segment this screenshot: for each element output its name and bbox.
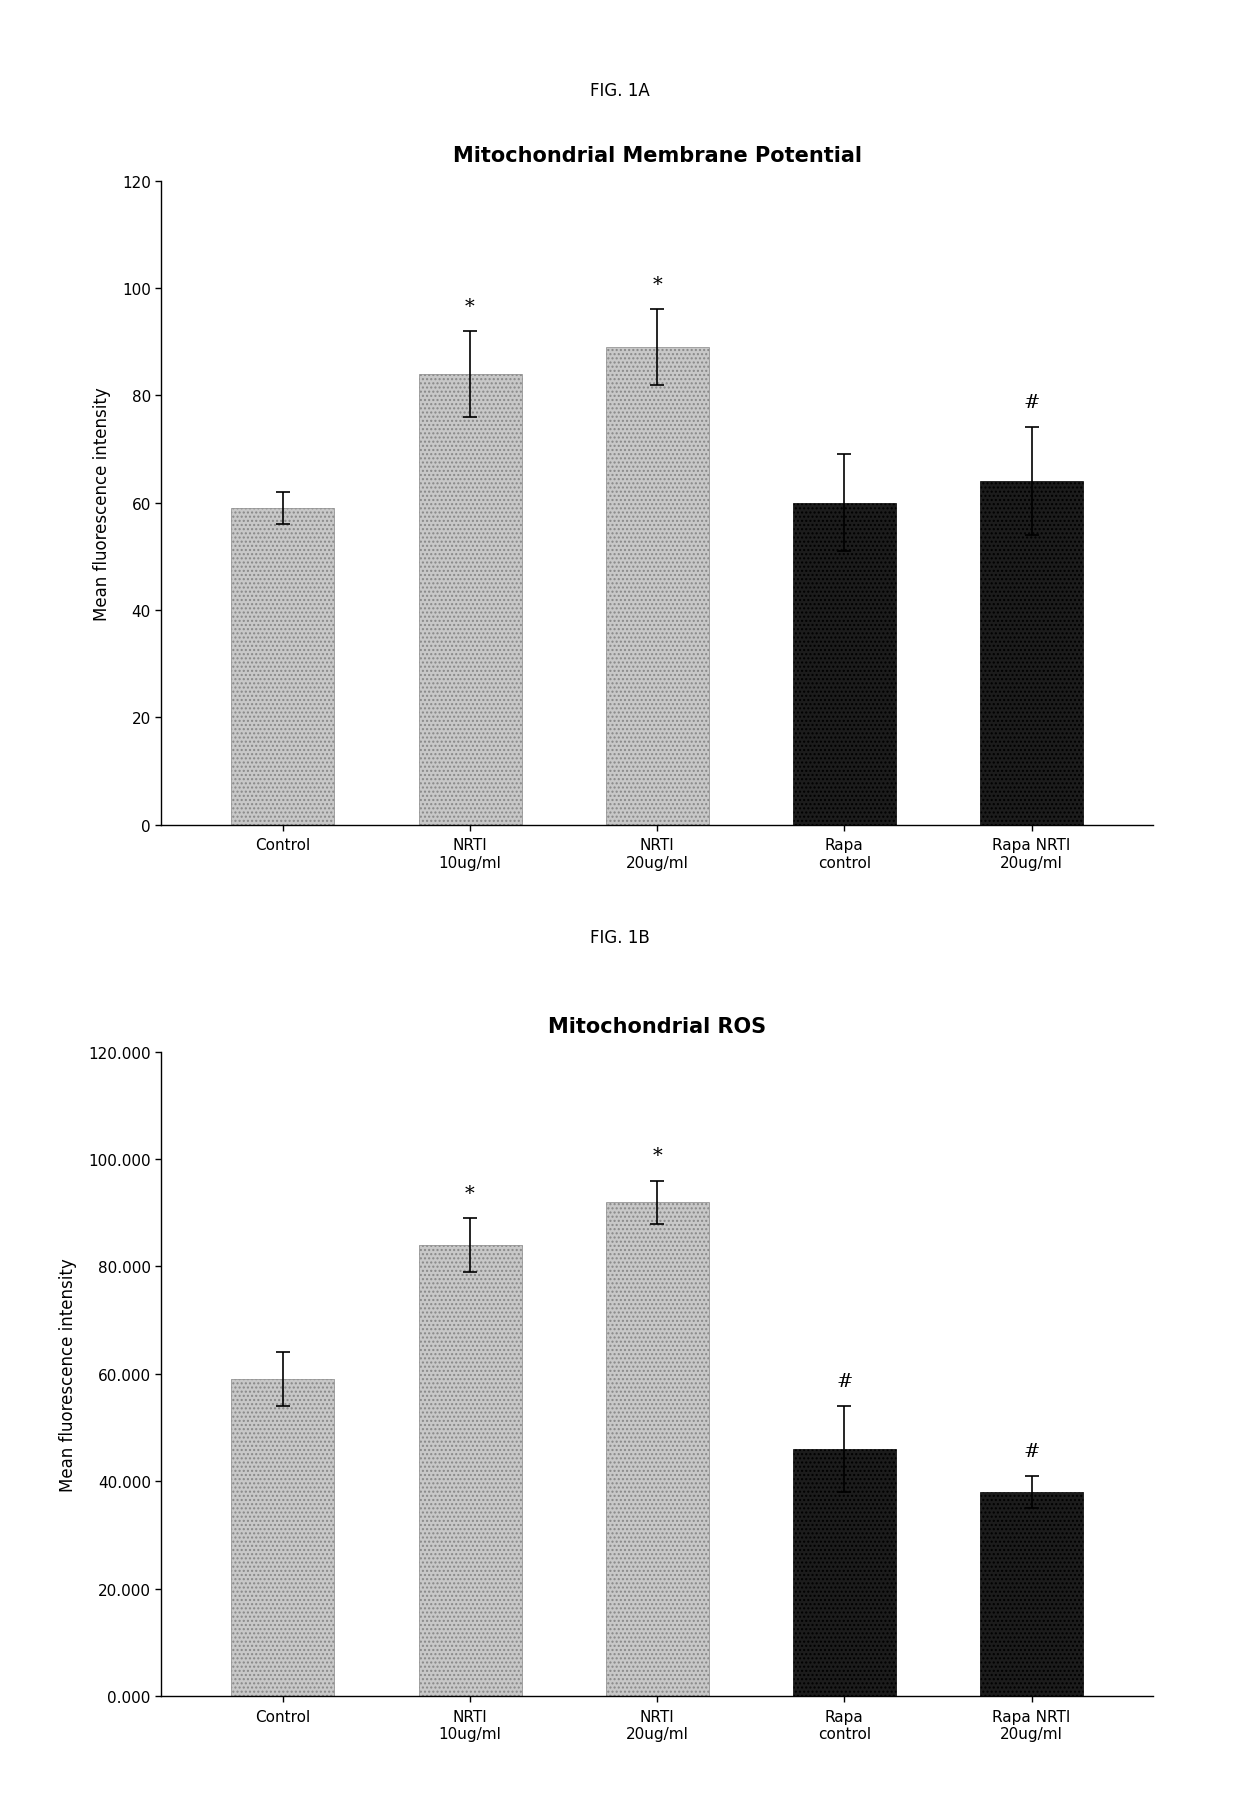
Bar (980, 483, 1083, 825)
Y-axis label: Mean fluorescence intensity: Mean fluorescence intensity (93, 386, 110, 620)
Bar (792, 502, 895, 825)
Text: *: * (465, 1185, 475, 1203)
Title: Mitochondrial Membrane Potential: Mitochondrial Membrane Potential (453, 145, 862, 165)
Bar (232, 1379, 335, 1696)
Bar (980, 1493, 1083, 1696)
Text: *: * (465, 297, 475, 316)
Bar (792, 1449, 895, 1696)
Text: #: # (1023, 394, 1039, 412)
Text: FIG. 1A: FIG. 1A (590, 82, 650, 100)
Text: #: # (1023, 1442, 1039, 1460)
Text: *: * (652, 1146, 662, 1165)
Text: *: * (652, 276, 662, 294)
Bar (605, 1203, 709, 1696)
Text: #: # (836, 1371, 853, 1390)
Bar (605, 348, 709, 825)
Title: Mitochondrial ROS: Mitochondrial ROS (548, 1016, 766, 1036)
Bar (232, 508, 335, 825)
Text: FIG. 1B: FIG. 1B (590, 929, 650, 947)
Y-axis label: Mean fluorescence intensity: Mean fluorescence intensity (60, 1257, 77, 1491)
Bar (419, 375, 522, 825)
Bar (419, 1244, 522, 1696)
